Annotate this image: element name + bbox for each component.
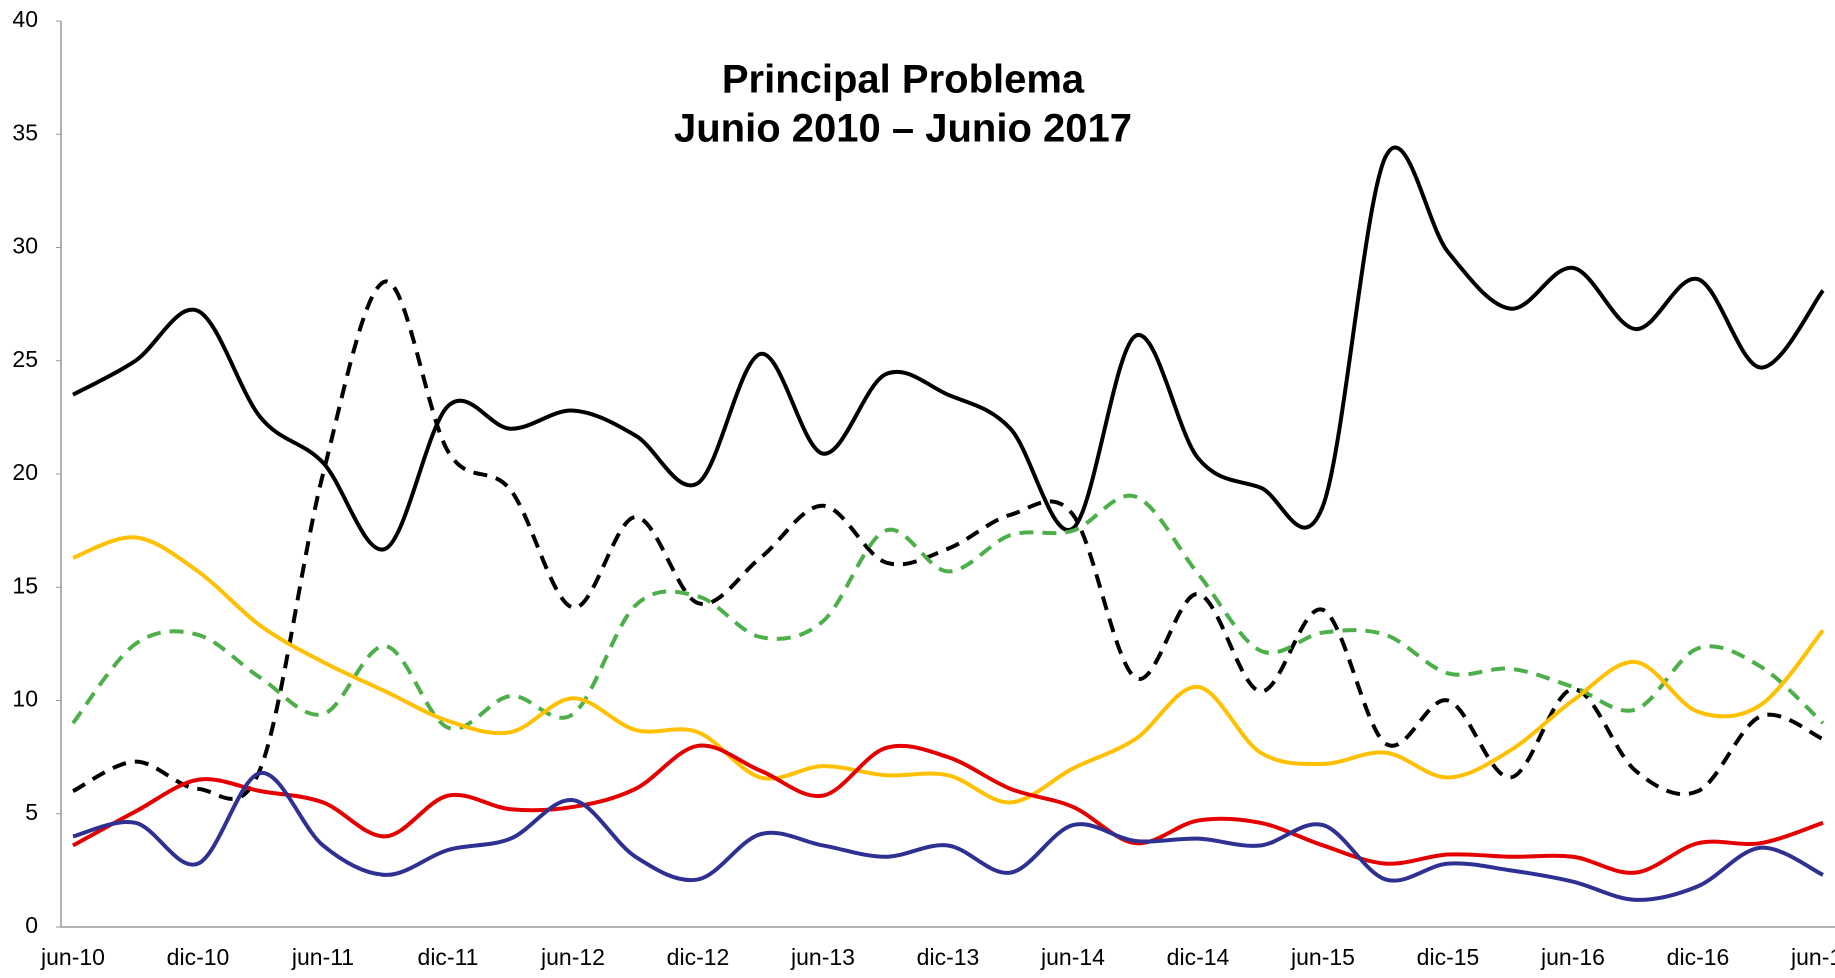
chart-title: Principal Problema bbox=[722, 58, 1085, 102]
x-tick-label: jun-10 bbox=[40, 944, 105, 970]
x-tick-label: dic-15 bbox=[1417, 944, 1480, 970]
x-tick-label: jun-15 bbox=[1290, 944, 1355, 970]
x-tick-label: dic-11 bbox=[418, 944, 479, 970]
x-tick-label: dic-12 bbox=[667, 944, 730, 970]
y-tick-label: 10 bbox=[12, 686, 38, 712]
x-tick-label: jun-14 bbox=[1040, 944, 1105, 970]
y-tick-label: 15 bbox=[12, 572, 38, 598]
y-tick-label: 40 bbox=[12, 6, 38, 32]
y-tick-label: 25 bbox=[12, 346, 38, 372]
x-tick-label: dic-13 bbox=[917, 944, 980, 970]
y-tick-label: 20 bbox=[12, 459, 38, 485]
x-tick-label: jun-13 bbox=[790, 944, 855, 970]
x-tick-label: jun-11 bbox=[291, 944, 354, 970]
x-tick-label: jun-16 bbox=[1540, 944, 1605, 970]
series-line bbox=[72, 743, 1824, 875]
series-line bbox=[72, 279, 1824, 801]
x-tick-label: dic-14 bbox=[1167, 944, 1230, 970]
series-line bbox=[72, 770, 1824, 902]
series-line bbox=[72, 145, 1825, 552]
y-tick-label: 35 bbox=[12, 119, 38, 145]
series-line bbox=[72, 535, 1825, 805]
y-tick-label: 30 bbox=[12, 233, 38, 259]
x-tick-label: dic-10 bbox=[167, 944, 230, 970]
series-line bbox=[71, 493, 1825, 731]
y-tick-label: 5 bbox=[25, 799, 38, 825]
x-tick-label: jun-12 bbox=[540, 944, 605, 970]
y-tick-label: 0 bbox=[25, 912, 38, 938]
x-tick-label: dic-16 bbox=[1667, 944, 1730, 970]
chart-subtitle: Junio 2010 – Junio 2017 bbox=[674, 107, 1132, 151]
x-tick-label: jun-17 bbox=[1790, 944, 1835, 970]
